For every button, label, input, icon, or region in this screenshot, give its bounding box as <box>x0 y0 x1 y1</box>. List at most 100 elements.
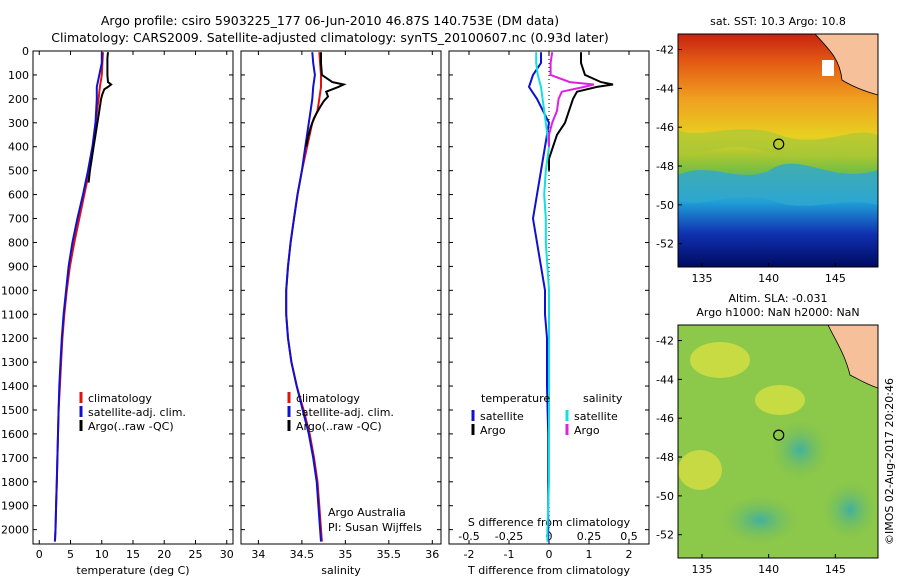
argo-location-marker <box>773 429 785 441</box>
y-tick-label: 800 <box>8 236 29 249</box>
sla-low-3 <box>822 480 878 540</box>
salinity-tick-label: 0.5 <box>620 530 638 543</box>
sst-map-frame <box>677 33 879 268</box>
map-x-tick-label: 140 <box>758 563 779 576</box>
map-x-tick-label: 135 <box>692 563 713 576</box>
sst-map <box>677 33 879 268</box>
legend-label: Argo <box>574 424 600 437</box>
legend-label: satellite-adj. clim. <box>88 406 186 419</box>
salinity-tick-label: 0.25 <box>577 530 602 543</box>
map-y-tick-label: -42 <box>656 335 674 348</box>
sla-high-2 <box>755 385 805 415</box>
legend-label: satellite <box>480 410 524 423</box>
y-tick-label: 1600 <box>1 428 29 441</box>
x-tick-label: 0 <box>36 548 43 561</box>
x-tick-label: 1 <box>586 548 593 561</box>
y-tick-label: 700 <box>8 213 29 226</box>
chart-title-line1: Argo profile: csiro 5903225_177 06-Jun-2… <box>100 13 560 28</box>
x-tick-label: 34 <box>251 548 265 561</box>
plot-frame <box>32 50 234 545</box>
map-y-tick-label: -50 <box>656 490 674 503</box>
map-y-tick-label: -48 <box>656 451 674 464</box>
salinity-tick-label: -0.25 <box>495 530 523 543</box>
map-y-tick-label: -48 <box>656 160 674 173</box>
map-x-tick-label: 140 <box>758 272 779 285</box>
map-x-tick-label: 135 <box>692 272 713 285</box>
panel-temperature: 0100200300400500600700800900100011001200… <box>1 45 234 577</box>
legend-label: satellite <box>574 410 618 423</box>
legend-heading: salinity <box>583 392 623 405</box>
plot-frame <box>240 50 442 545</box>
sst-warm-tongue <box>678 129 878 157</box>
legend-label: Argo(..raw -QC) <box>296 420 382 433</box>
map-y-tick-label: -52 <box>656 238 674 251</box>
sst-front <box>678 163 878 206</box>
y-tick-label: 200 <box>8 93 29 106</box>
x-tick-label: 0 <box>546 548 553 561</box>
series-satellite-adj-clim- <box>53 52 103 542</box>
x-axis-label: temperature (deg C) <box>76 564 189 577</box>
x-tick-label: 35 <box>338 548 352 561</box>
series-temperature-argo <box>548 52 614 171</box>
legend-label: satellite-adj. clim. <box>296 406 394 419</box>
map-y-tick-label: -46 <box>656 121 674 134</box>
y-tick-label: 2000 <box>1 524 29 537</box>
y-tick-label: 300 <box>8 117 29 130</box>
credit-stamp: ©IMOS 02-Aug-2017 20:20:46 <box>883 378 896 545</box>
x-axis-label: salinity <box>321 564 361 577</box>
legend-label: Argo(..raw -QC) <box>88 420 174 433</box>
sla-high-3 <box>678 450 722 490</box>
y-tick-label: 1200 <box>1 332 29 345</box>
pi-label: PI: Susan Wijffels <box>328 521 422 534</box>
map-x-tick-label: 145 <box>825 272 846 285</box>
series-argo-raw-qc- <box>87 52 113 183</box>
x-tick-label: 35.5 <box>377 548 402 561</box>
salinity-tick-label: -0.5 <box>458 530 479 543</box>
chart-title-line2: Climatology: CARS2009. Satellite-adjuste… <box>51 30 609 45</box>
x-tick-label: 36 <box>425 548 439 561</box>
series-satellite-adj-clim- <box>285 52 322 542</box>
series-argo-raw-qc- <box>305 52 347 147</box>
y-tick-label: 100 <box>8 69 29 82</box>
map-axes: 135 140 145 -42 -44 -46 -48 -50 -52 135 140 145 -42 -… <box>656 44 846 576</box>
map-y-tick-label: -44 <box>656 373 674 386</box>
x-tick-label: 30 <box>220 548 234 561</box>
series-salinity-satellite <box>535 52 551 542</box>
y-tick-label: 600 <box>8 189 29 202</box>
x-tick-label: 25 <box>189 548 203 561</box>
sla-high-1 <box>690 342 750 378</box>
land-mask <box>822 60 834 76</box>
legend-heading: temperature <box>481 392 550 405</box>
institution-label: Argo Australia <box>328 506 406 519</box>
y-tick-label: 0 <box>22 45 29 58</box>
legend-label: Argo <box>480 424 506 437</box>
map-x-tick-label: 145 <box>825 563 846 576</box>
x-tick-label: 5 <box>67 548 74 561</box>
x-tick-label: 10 <box>95 548 109 561</box>
x-tick-label: -2 <box>464 548 475 561</box>
series-salinity-argo <box>548 52 595 147</box>
sla-map-frame <box>677 324 879 559</box>
sla-map <box>677 324 879 559</box>
sst-map-title: sat. SST: 10.3 Argo: 10.8 <box>710 15 846 28</box>
x-tick-label: 15 <box>126 548 140 561</box>
sla-map-title-line2: Argo h1000: NaN h2000: NaN <box>696 306 859 319</box>
sla-low-2 <box>720 495 800 545</box>
coastline-land <box>827 325 878 389</box>
sla-map-title-line1: Altim. SLA: -0.031 <box>728 292 827 305</box>
y-tick-label: 1300 <box>1 356 29 369</box>
map-y-tick-label: -50 <box>656 199 674 212</box>
sla-low-1 <box>770 420 830 480</box>
y-tick-label: 1400 <box>1 380 29 393</box>
y-tick-label: 1100 <box>1 308 29 321</box>
salinity-axis-label: S difference from climatology <box>468 516 631 529</box>
y-tick-label: 1900 <box>1 500 29 513</box>
x-tick-label: -1 <box>504 548 515 561</box>
y-tick-label: 400 <box>8 141 29 154</box>
x-tick-label: 20 <box>157 548 171 561</box>
x-axis-label: T difference from climatology <box>467 564 630 577</box>
y-tick-label: 1700 <box>1 452 29 465</box>
map-y-tick-label: -46 <box>656 412 674 425</box>
panel-difference: -2 -1 0 1 2 T difference from climatology -0.5… <box>448 50 650 577</box>
